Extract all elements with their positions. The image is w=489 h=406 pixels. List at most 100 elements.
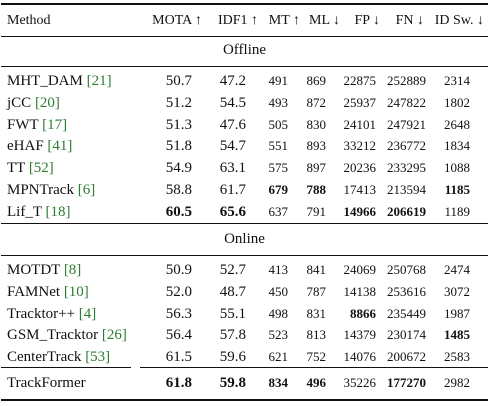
cell-mota: 54.9	[165, 160, 192, 177]
cell-fn: 253616	[387, 283, 426, 299]
cell-ids: 2474	[444, 262, 470, 277]
method-name: FAMNet	[7, 283, 61, 300]
cell-mota: 52.0	[165, 283, 192, 300]
cell-ml: 791	[306, 203, 327, 219]
method-name: MPNTrack	[7, 182, 74, 198]
header-mota: MOTA ↑	[152, 13, 202, 28]
header-fp: FP ↓	[354, 13, 380, 28]
cell-ml: 752	[306, 349, 327, 365]
cell-ids: 1834	[444, 138, 470, 154]
table-row: FAMNet [10] 52.0 48.7 450 787 14138 253616 3072	[0, 281, 489, 303]
method-cell: FAMNet [10]	[7, 281, 89, 303]
cell-mota: 60.5	[165, 203, 192, 220]
cell-idf1: 54.5	[219, 94, 246, 111]
cell-mt: 493	[268, 94, 289, 110]
cell-fn: 230174	[387, 327, 426, 343]
method-name: jCC	[7, 94, 32, 111]
citation-link[interactable]: [6]	[77, 182, 96, 198]
citation-link[interactable]: [4]	[78, 305, 97, 322]
method-cell: jCC [20]	[7, 92, 60, 114]
citation-link[interactable]: [18]	[45, 203, 71, 220]
header-method: Method	[7, 13, 51, 28]
cell-fp: 14138	[343, 283, 377, 299]
table-row: MOTDT [8] 50.9 52.7 413 841 24069 250768 2474	[0, 259, 489, 281]
cell-mt: 637	[268, 203, 289, 219]
cell-fn: 250768	[387, 262, 426, 277]
section-offline: Offline	[222, 42, 267, 58]
cell-fn: 177270	[387, 375, 426, 390]
method-cell: Lif_T [18]	[7, 201, 70, 223]
method-cell: CenterTrack [53]	[7, 346, 110, 368]
cell-fp: 24069	[343, 262, 377, 277]
cell-fn: 247921	[387, 116, 426, 132]
table-row: GSM_Tracktor [26] 56.4 57.8 523 813 14379 2301…	[0, 324, 489, 346]
header-rule	[1, 36, 488, 37]
cell-fp: 8866	[350, 305, 376, 321]
cell-fn: 247822	[387, 94, 426, 110]
table-row: eHAF [41] 51.8 54.7 551 893 33212 236772 1834	[0, 135, 489, 157]
citation-link[interactable]: [20]	[34, 94, 60, 111]
cell-mota: 50.7	[165, 73, 192, 89]
cell-mt: 491	[268, 73, 289, 88]
cell-ml: 788	[306, 182, 327, 197]
method-cell: MHT_DAM [21]	[7, 70, 112, 92]
table-row: TrackFormer 61.8 59.8 834 496 35226 177270 2982	[0, 372, 489, 394]
cell-ids: 1088	[444, 160, 470, 176]
method-name: MHT_DAM	[7, 73, 83, 89]
method-cell: FWT [17]	[7, 114, 67, 136]
header-ml: ML ↓	[309, 13, 340, 28]
citation-link[interactable]: [53]	[85, 349, 111, 366]
cell-mota: 58.8	[165, 182, 192, 198]
citation-link[interactable]: [21]	[86, 73, 112, 89]
method-cell: Tracktor++ [4]	[7, 303, 96, 325]
cell-ids: 2648	[444, 116, 470, 132]
cell-mota: 56.4	[165, 327, 192, 344]
method-name: Lif_T	[7, 203, 42, 220]
header-fn: FN ↓	[395, 13, 424, 28]
cell-fn: 233295	[387, 160, 426, 176]
citation-link[interactable]: [10]	[63, 283, 89, 300]
method-cell: TT [52]	[7, 157, 54, 179]
cell-idf1: 61.7	[219, 182, 246, 198]
cell-idf1: 57.8	[219, 327, 246, 344]
cell-ids: 2314	[444, 73, 470, 88]
cell-fn: 252889	[387, 73, 426, 88]
table-row: Lif_T [18] 60.5 65.6 637 791 14966 206619 1189	[0, 201, 489, 223]
cell-fp: 14966	[343, 203, 377, 219]
cell-ml: 872	[306, 94, 327, 110]
cell-mt: 575	[268, 160, 289, 176]
cell-fp: 14379	[343, 327, 377, 343]
cell-ids: 2982	[444, 375, 470, 390]
cell-ids: 2583	[444, 349, 470, 365]
method-cell: eHAF [41]	[7, 135, 72, 157]
table-row: jCC [20] 51.2 54.5 493 872 25937 247822 1802	[0, 92, 489, 114]
cell-mt: 450	[268, 283, 289, 299]
citation-link[interactable]: [52]	[28, 160, 54, 177]
table-row: CenterTrack [53] 61.5 59.6 621 752 14076 20067…	[0, 346, 489, 368]
cell-mota: 51.8	[165, 138, 192, 155]
online-top-rule	[1, 223, 488, 224]
cell-ml: 897	[306, 160, 327, 176]
cell-fn: 235449	[387, 305, 426, 321]
final-rule-right	[140, 367, 488, 368]
cell-fp: 33212	[343, 138, 377, 154]
table-row: TT [52] 54.9 63.1 575 897 20236 233295 1088	[0, 157, 489, 179]
citation-link[interactable]: [26]	[101, 327, 127, 344]
method-cell: GSM_Tracktor [26]	[7, 324, 127, 346]
citation-link[interactable]: [17]	[42, 116, 68, 133]
cell-idf1: 47.2	[219, 73, 246, 89]
cell-mota: 61.8	[165, 375, 192, 391]
cell-fn: 200672	[387, 349, 426, 365]
citation-link[interactable]: [8]	[63, 262, 82, 278]
cell-mt: 505	[268, 116, 289, 132]
cell-fp: 35226	[343, 375, 377, 390]
citation-link[interactable]: [41]	[47, 138, 73, 155]
table-row: MPNTrack [6] 58.8 61.7 679 788 17413 213594 118…	[0, 179, 489, 201]
cell-fn: 206619	[387, 203, 426, 219]
header-id-switches: ID Sw. ↓	[434, 13, 484, 28]
method-name: TT	[7, 160, 26, 177]
cell-idf1: 59.6	[219, 349, 246, 366]
cell-ml: 869	[306, 73, 327, 88]
cell-idf1: 52.7	[219, 262, 246, 278]
method-name: MOTDT	[7, 262, 61, 278]
